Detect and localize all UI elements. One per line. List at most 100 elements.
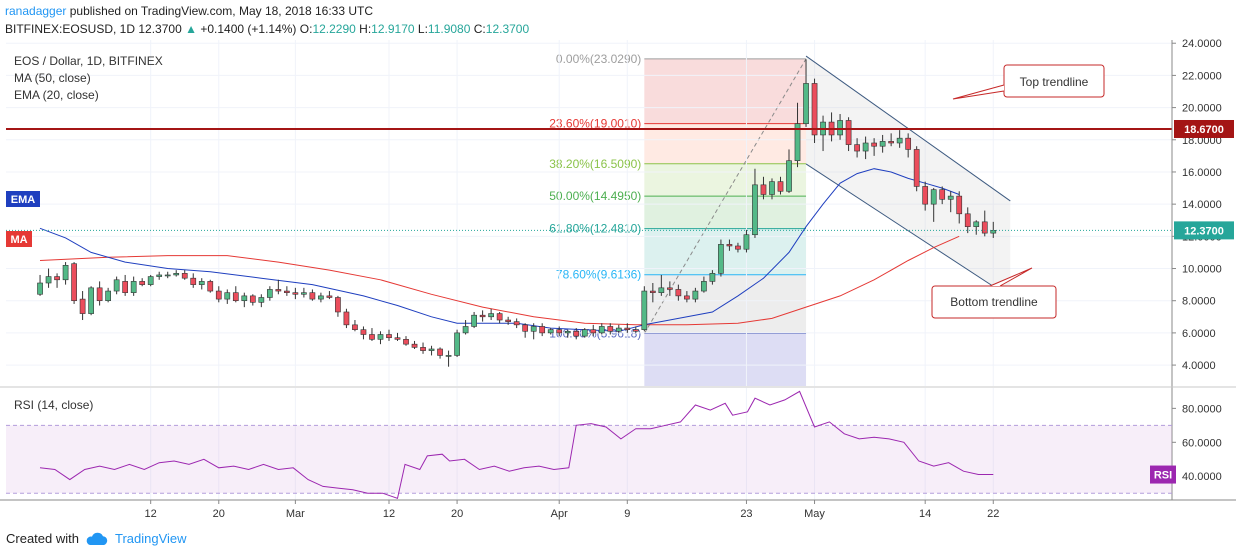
- rsi-pane[interactable]: 40.0000 60.0000 80.0000 RSI: [0, 386, 1236, 499]
- candle-body: [335, 297, 341, 313]
- candle: [496, 311, 503, 324]
- candle: [845, 117, 852, 152]
- candle: [284, 286, 290, 296]
- candle: [105, 287, 111, 303]
- tradingview-link[interactable]: TradingView: [114, 531, 187, 546]
- candle-body: [632, 329, 639, 332]
- time-tick-label: 20: [451, 508, 463, 520]
- fib-zone: [644, 196, 807, 229]
- time-tick-label: 9: [624, 508, 630, 520]
- candle: [649, 283, 656, 303]
- candle: [530, 323, 537, 340]
- candle-body: [224, 292, 231, 300]
- rsi-tag-box: [1150, 465, 1176, 484]
- last-price-text: 12.3700: [138, 22, 182, 36]
- candle-body: [607, 326, 614, 332]
- fib-retracement[interactable]: 0.00%(23.0290) 23.60%(19.0010) 38.20%(16.5…: [549, 52, 807, 386]
- candle-body: [956, 195, 963, 215]
- candle: [45, 268, 52, 288]
- low-label: L:: [417, 22, 428, 36]
- candle: [471, 311, 477, 329]
- candle-body: [71, 263, 77, 302]
- candle: [624, 323, 631, 333]
- candle: [462, 320, 469, 335]
- candle-body: [284, 290, 290, 293]
- candle-body: [437, 348, 443, 356]
- candle: [632, 326, 639, 333]
- candle: [275, 279, 282, 295]
- candle-body: [352, 324, 358, 330]
- candle: [692, 287, 699, 303]
- rsi-line: [39, 390, 994, 499]
- candle-body: [930, 189, 937, 205]
- fib-level-label: 50.00%(14.4950): [549, 189, 641, 203]
- candle-body: [207, 281, 214, 292]
- candle-body: [147, 276, 154, 285]
- candle: [352, 320, 358, 332]
- candle-body: [522, 324, 529, 332]
- candle: [862, 136, 869, 160]
- created-with-text: Created with: [6, 531, 79, 546]
- candles: [37, 59, 997, 367]
- price-axis[interactable]: 4.00006.00008.000010.000012.000014.00001…: [1171, 38, 1236, 500]
- candle: [139, 278, 146, 287]
- fib-zone: [644, 228, 807, 275]
- candle-body: [684, 295, 690, 300]
- change-up-icon: ▲: [185, 22, 197, 36]
- open-value: 12.2290: [312, 22, 356, 36]
- candle-body: [181, 273, 188, 279]
- ma-series: [39, 168, 960, 332]
- candle-body: [266, 289, 273, 298]
- candle: [896, 130, 903, 148]
- candle: [615, 324, 622, 333]
- candle-body: [760, 184, 767, 195]
- candle: [939, 186, 946, 205]
- candle-body: [215, 290, 222, 300]
- close-value: 12.3700: [485, 22, 530, 36]
- candle-body: [845, 120, 852, 145]
- candle-body: [513, 321, 520, 326]
- candle: [777, 176, 784, 195]
- candle: [718, 239, 724, 277]
- candle: [658, 274, 665, 296]
- footer: Created with TradingView: [6, 531, 187, 546]
- candle: [981, 210, 988, 237]
- candle: [394, 332, 401, 341]
- candle-body: [130, 281, 137, 293]
- candle: [437, 347, 443, 359]
- candle-body: [318, 295, 324, 300]
- hline-price-label: 18.6700: [1184, 124, 1224, 136]
- candle: [556, 326, 563, 337]
- author-link[interactable]: ranadagger: [5, 4, 67, 18]
- time-tick-label: May: [804, 508, 825, 520]
- candle: [888, 133, 894, 147]
- candle-body: [445, 355, 452, 357]
- rsi-tick-label: 40.0000: [1182, 471, 1222, 483]
- candle: [122, 274, 129, 296]
- annotation-pointer: [952, 84, 1005, 100]
- candle: [249, 294, 256, 306]
- candle: [369, 328, 375, 341]
- high-label: H:: [359, 22, 372, 36]
- close-label: C:: [473, 22, 486, 36]
- candle: [879, 134, 886, 153]
- candle-body: [539, 326, 546, 334]
- annotations[interactable]: Top trendline Bottom trendline: [931, 64, 1105, 319]
- candle-body: [326, 295, 333, 298]
- candle: [913, 146, 920, 192]
- candle: [335, 295, 341, 317]
- candle-body: [275, 289, 282, 292]
- candle-body: [249, 295, 256, 303]
- candle: [258, 294, 265, 308]
- time-tick-label: 20: [213, 508, 225, 520]
- horizontal-line[interactable]: [6, 127, 1172, 231]
- price-tick-label: 20.0000: [1182, 103, 1222, 115]
- fib-level-label: 38.20%(16.5090): [549, 157, 641, 171]
- candle-body: [462, 326, 469, 334]
- candle: [947, 191, 954, 213]
- price-tick-label: 10.0000: [1182, 264, 1222, 276]
- time-axis[interactable]: 12 20 Mar 12 20 Apr 9 23 May 14 22: [0, 499, 1236, 520]
- candle-body: [386, 334, 392, 339]
- last-price-label: 12.3700: [1184, 225, 1224, 237]
